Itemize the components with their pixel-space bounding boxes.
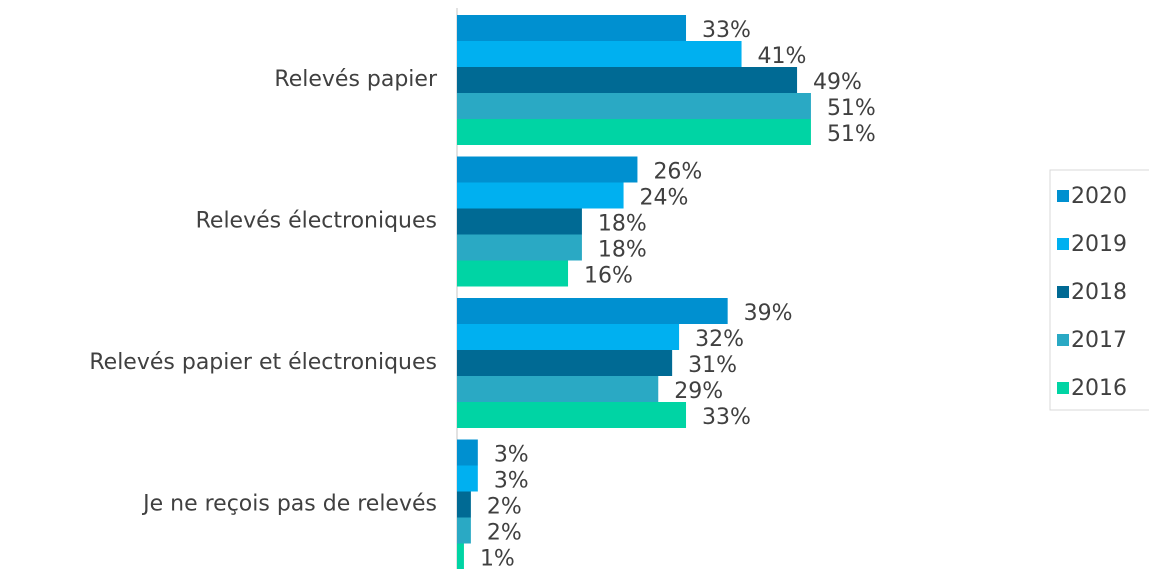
data-label: 18% [598,212,647,237]
bar [457,234,582,261]
legend-label: 2019 [1071,232,1127,257]
category-label: Relevés papier [274,67,438,92]
bar [457,67,798,93]
bar [457,350,673,376]
bar [457,491,471,518]
category-label: Je ne reçois pas de relevés [141,492,437,517]
data-label: 1% [480,547,515,569]
bar [457,402,687,428]
legend-swatch [1057,382,1069,394]
legend-label: 2018 [1071,280,1127,305]
bar [457,324,680,350]
data-label: 41% [758,44,807,69]
data-label: 2% [487,521,522,546]
data-label: 33% [702,18,751,43]
data-label: 3% [494,469,529,494]
data-label: 51% [827,96,876,121]
data-label: 39% [744,301,793,326]
bar [457,41,742,67]
legend-label: 2020 [1071,184,1127,209]
legend-label: 2016 [1071,376,1127,401]
bar [457,298,728,324]
bar [457,182,624,209]
legend-swatch [1057,334,1069,346]
legend-swatch [1057,286,1069,298]
bar [457,208,582,235]
bar [457,465,478,492]
category-label: Relevés électroniques [196,209,437,234]
data-label: 29% [674,379,723,404]
data-label: 18% [598,238,647,263]
data-label: 33% [702,405,751,430]
data-label: 32% [695,327,744,352]
bar [457,93,811,119]
bar [457,156,638,183]
data-label: 3% [494,443,529,468]
data-label: 2% [487,495,522,520]
data-label: 51% [827,122,876,147]
bar [457,543,464,569]
legend-swatch [1057,238,1069,250]
bar [457,260,569,287]
category-label: Relevés papier et électroniques [89,350,437,375]
data-label: 26% [653,160,702,185]
data-label: 49% [813,70,862,95]
legend-swatch [1057,190,1069,202]
data-label: 16% [584,264,633,289]
bar [457,15,687,41]
data-label: 24% [640,186,689,211]
bar [457,376,659,402]
bar [457,119,811,145]
legend-label: 2017 [1071,328,1127,353]
data-label: 31% [688,353,737,378]
bar [457,439,478,466]
bar [457,517,471,544]
